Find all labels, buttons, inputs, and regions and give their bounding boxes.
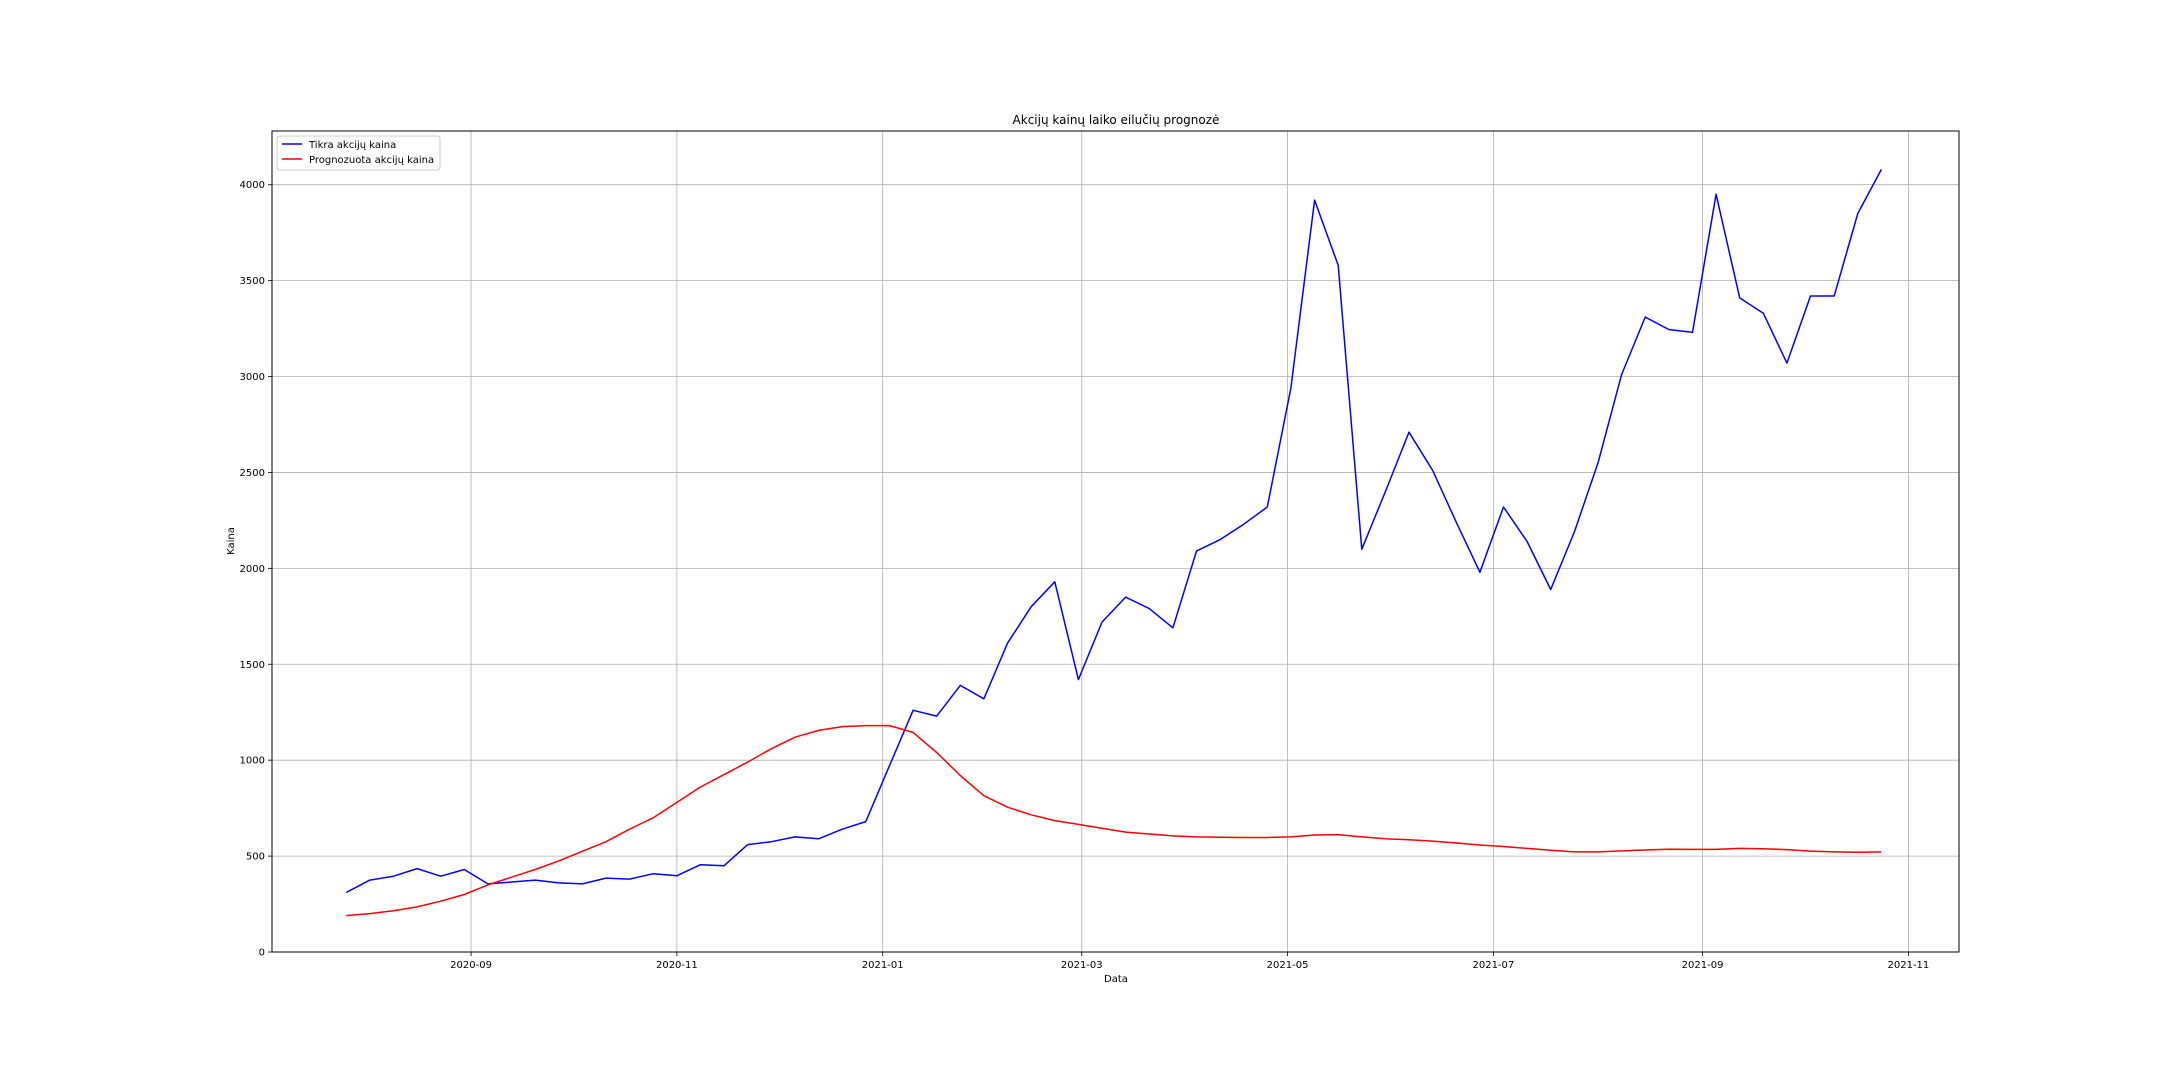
y-tick-label: 2500 xyxy=(240,468,265,479)
series-line-actual xyxy=(345,169,1883,894)
x-tick-label: 2020-09 xyxy=(450,960,492,971)
legend-box xyxy=(276,135,441,171)
x-tick-label: 2020-11 xyxy=(656,960,698,971)
y-axis-ticks: 0 500 1000 1500 2000 2500 3000 3500 4000 xyxy=(240,180,272,959)
y-tick-label: 1500 xyxy=(240,660,265,671)
chart-title: Akcijų kainų laiko eilučių prognozė xyxy=(1013,113,1220,127)
y-tick-label: 4000 xyxy=(240,180,265,191)
x-tick-label: 2021-03 xyxy=(1061,960,1103,971)
x-tick-label: 2021-07 xyxy=(1472,960,1514,971)
y-tick-label: 500 xyxy=(246,852,265,863)
y-tick-label: 0 xyxy=(259,948,265,959)
legend-label-forecast: Prognozuota akcijų kaina xyxy=(309,155,434,166)
series-lines xyxy=(345,169,1883,917)
x-axis-ticks: 2020-09 2020-11 2021-01 2021-03 2021-05 2021-… xyxy=(450,952,1929,971)
legend: Tikra akcijų kaina Prognozuota akcijų ka… xyxy=(276,135,441,171)
series-line-forecast xyxy=(346,724,1882,917)
legend-label-actual: Tikra akcijų kaina xyxy=(308,140,396,151)
y-tick-label: 3500 xyxy=(240,276,265,287)
x-tick-label: 2021-05 xyxy=(1267,960,1309,971)
y-tick-label: 2000 xyxy=(240,564,265,575)
x-axis-label: Data xyxy=(1104,974,1128,985)
y-tick-label: 1000 xyxy=(240,756,265,767)
plot-area-frame xyxy=(271,130,1960,953)
x-tick-label: 2021-01 xyxy=(862,960,904,971)
y-axis-label: Kaina xyxy=(226,527,237,555)
y-tick-label: 3000 xyxy=(240,372,265,383)
x-tick-label: 2021-09 xyxy=(1682,960,1724,971)
x-tick-label: 2021-11 xyxy=(1887,960,1929,971)
